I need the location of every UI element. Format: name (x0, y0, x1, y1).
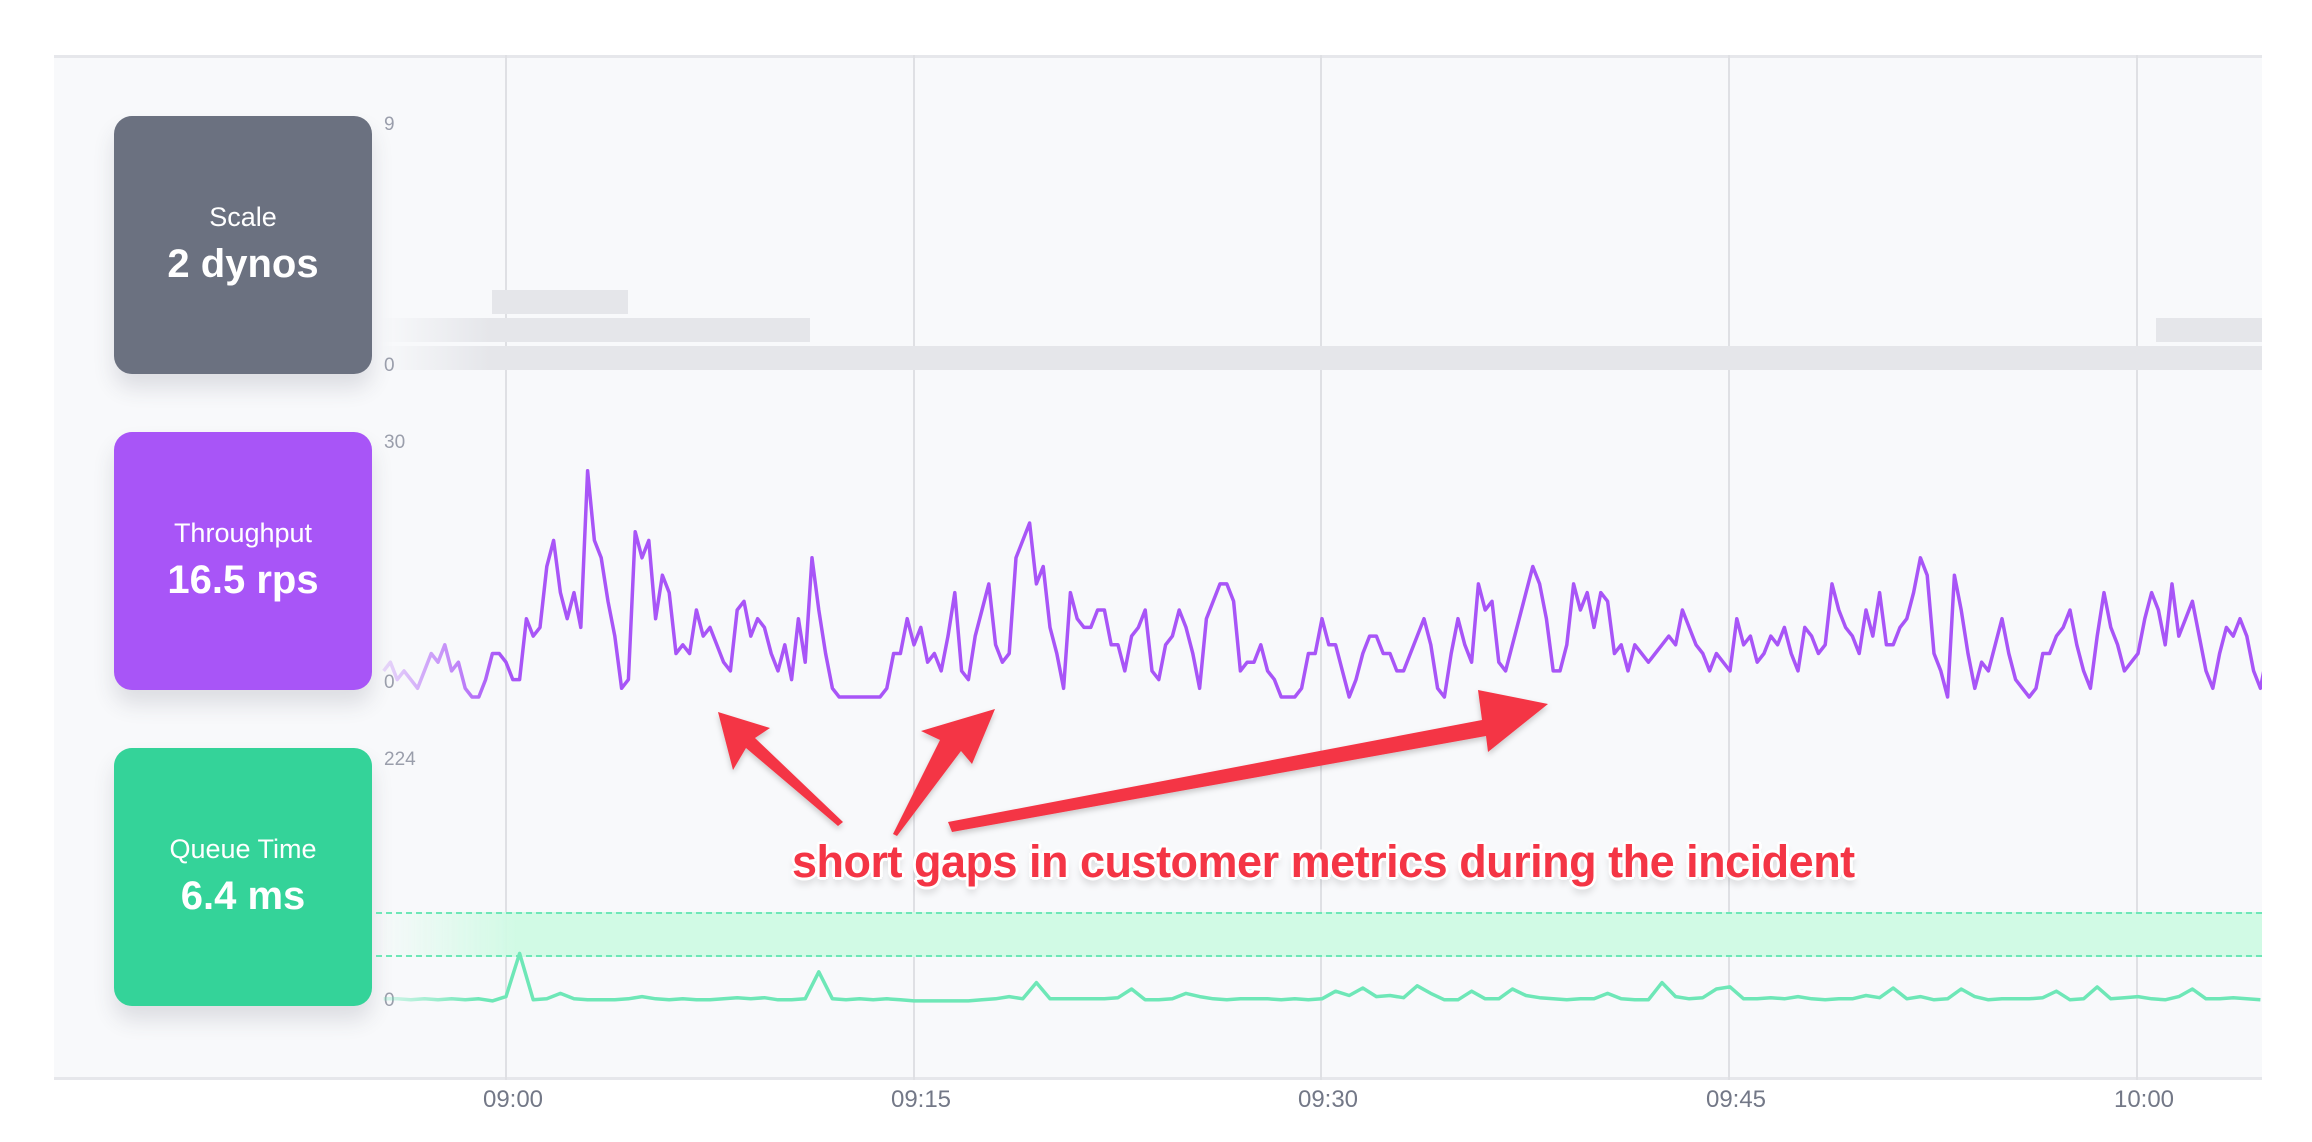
annotation-arrows (718, 690, 1548, 836)
gridline-1000 (2136, 55, 2138, 1080)
x-tick-1000: 10:00 (2113, 1086, 2175, 1113)
arrow-icon (718, 712, 843, 826)
queue-y-max: 224 (384, 749, 416, 770)
gridline-0915 (913, 55, 915, 1080)
scale-bar-1-dyno (380, 346, 2262, 370)
throughput-card[interactable]: Throughput 16.5 rps (114, 432, 372, 690)
gridline-0930 (1320, 55, 1322, 1080)
scale-y-max: 9 (384, 114, 395, 135)
throughput-y-max: 30 (384, 432, 406, 453)
queue-time-card-label: Queue Time (169, 834, 317, 864)
x-tick-0915: 09:15 (890, 1086, 952, 1113)
throughput-card-label: Throughput (173, 518, 313, 548)
metrics-panel (54, 55, 2262, 1080)
x-tick-0930: 09:30 (1297, 1086, 1359, 1113)
scale-bar-3-dynos (492, 290, 628, 314)
scale-card[interactable]: Scale 2 dynos (114, 116, 372, 374)
scale-bar-2-dynos-end (2156, 318, 2262, 342)
annotation-text: short gaps in customer metrics during th… (792, 836, 1855, 887)
queue-time-line (383, 951, 2261, 1003)
throughput-y-min: 0 (384, 672, 395, 693)
scale-card-label: Scale (209, 202, 277, 232)
queue-time-card-value: 6.4 ms (180, 874, 306, 918)
throughput-card-value: 16.5 rps (167, 558, 319, 602)
throughput-line (382, 469, 2262, 699)
scale-y-min: 0 (384, 355, 395, 376)
arrow-icon (948, 690, 1548, 832)
queue-threshold-band (376, 912, 2262, 957)
x-tick-0900: 09:00 (482, 1086, 544, 1113)
x-tick-0945: 09:45 (1705, 1086, 1767, 1113)
gridline-0945 (1728, 55, 1730, 1080)
scale-bar-2-dynos (380, 318, 810, 342)
gridline-0900 (505, 55, 507, 1080)
queue-time-card[interactable]: Queue Time 6.4 ms (114, 748, 372, 1006)
arrow-icon (893, 709, 995, 836)
scale-card-value: 2 dynos (167, 242, 319, 286)
